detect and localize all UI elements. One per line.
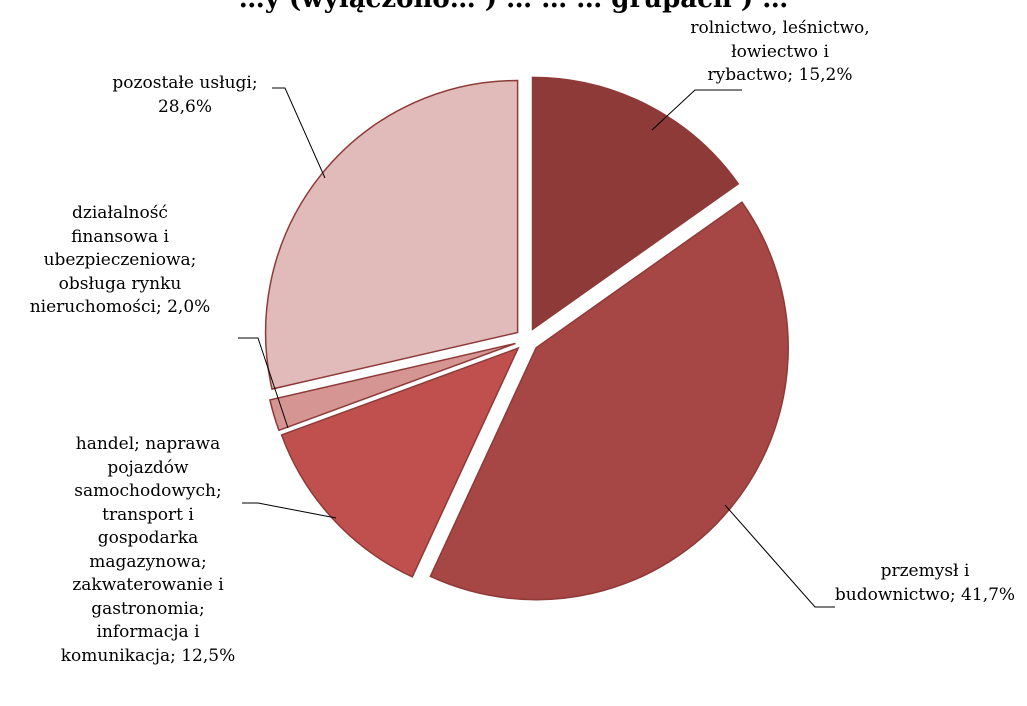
leader-trade bbox=[242, 502, 337, 519]
leader-industry bbox=[724, 504, 835, 608]
slice-industry bbox=[429, 201, 789, 601]
slice-trade bbox=[280, 346, 520, 578]
slice-label-industry: przemysł i budownictwo; 41,7% bbox=[834, 561, 1016, 605]
slice-label-finance: działalność finansowa i ubezpieczeniowa;… bbox=[29, 203, 211, 317]
leader-finance bbox=[238, 337, 289, 429]
slice-label-other-services: pozostałe usługi; 28,6% bbox=[112, 73, 258, 117]
leader-agriculture bbox=[651, 89, 742, 131]
slice-label-agriculture: rolnictwo, leśnictwo, łowiectwo i rybact… bbox=[690, 18, 870, 85]
slice-other-services bbox=[264, 79, 519, 390]
leader-other-services bbox=[272, 87, 326, 179]
chart-title: …y (wyłączono… ) … … … grupach ) … bbox=[0, 0, 1027, 14]
slice-finance bbox=[269, 342, 516, 432]
slice-label-trade: handel; naprawa pojazdów samochodowych; … bbox=[60, 434, 236, 666]
slice-agriculture bbox=[531, 76, 740, 331]
